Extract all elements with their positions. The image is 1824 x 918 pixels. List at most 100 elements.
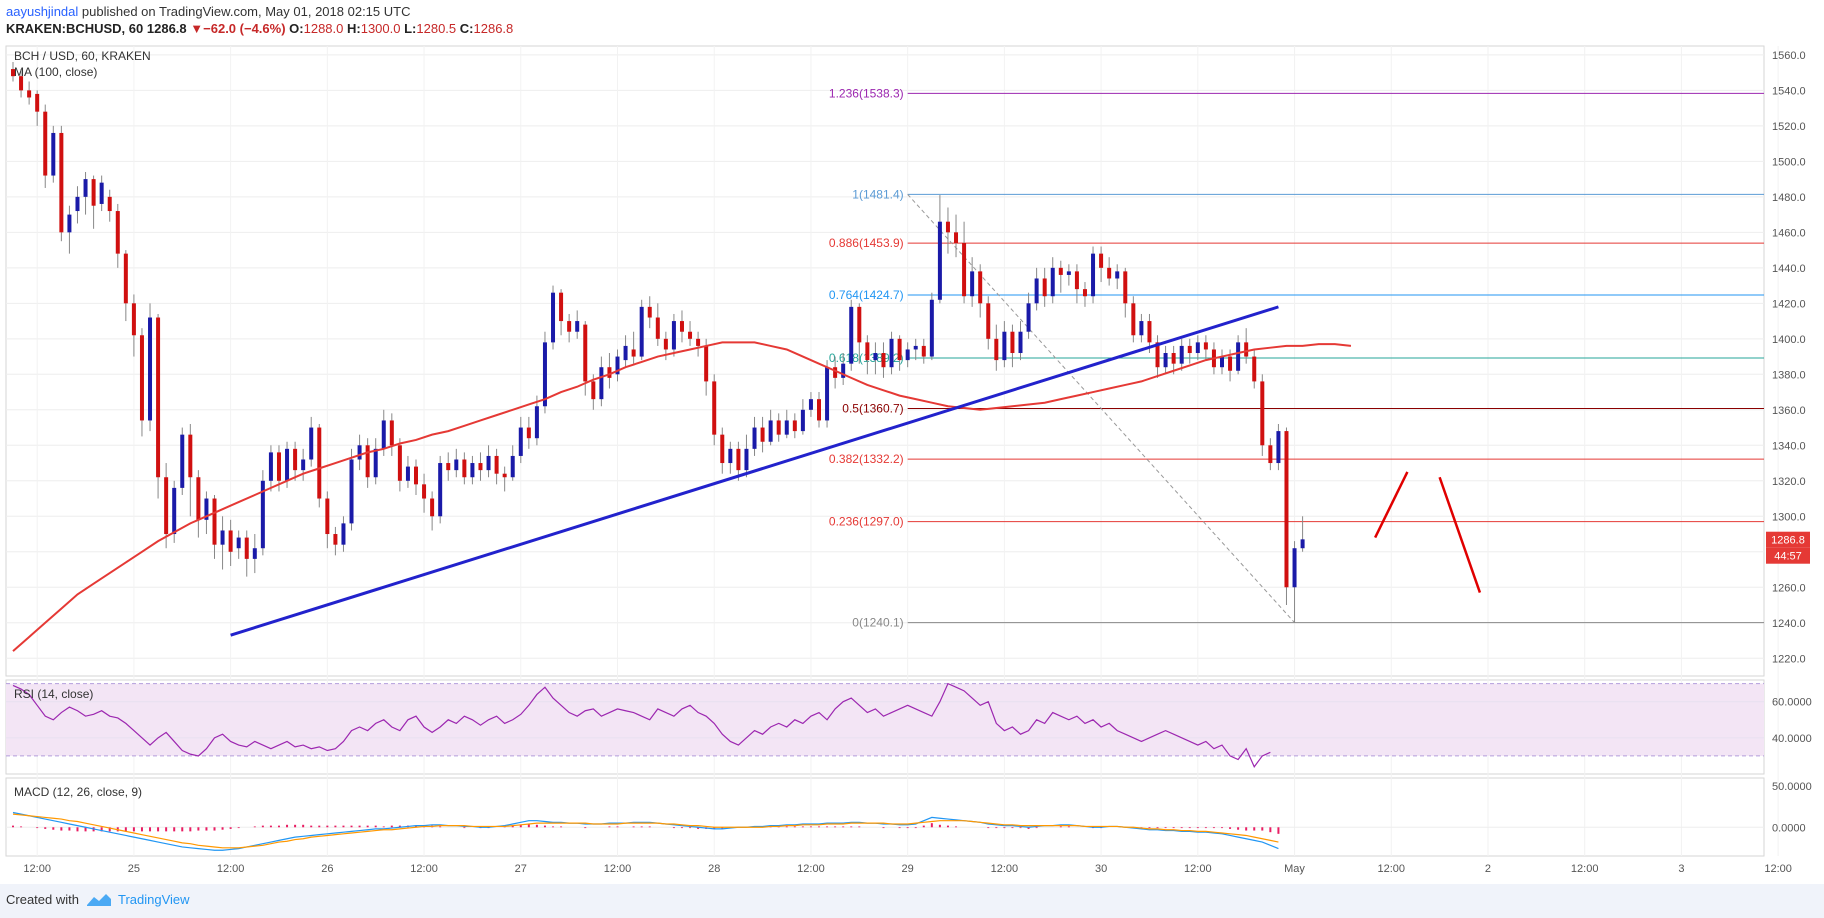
candle-body — [615, 356, 620, 375]
candle-body — [663, 338, 668, 350]
candle-body — [27, 90, 32, 98]
candle-body — [373, 448, 378, 478]
candle-body — [736, 448, 741, 471]
main-pane-frame — [5, 45, 1765, 677]
candle-body — [800, 409, 805, 432]
high-label: H: — [347, 21, 361, 36]
candle-body — [671, 321, 676, 350]
candle-body — [397, 445, 402, 481]
candle-body — [978, 271, 983, 304]
candle-body — [913, 345, 918, 350]
x-tick-label: 12:00 — [797, 863, 825, 875]
candle-body — [1171, 353, 1176, 364]
candle-body — [59, 132, 64, 233]
author-link[interactable]: aayushjindal — [6, 4, 79, 19]
candle-body — [647, 306, 652, 318]
candle-body — [494, 455, 499, 474]
tradingview-brand-link[interactable]: TradingView — [118, 892, 190, 907]
fib-level-label: 0.382(1332.2) — [829, 452, 904, 466]
candle-body — [276, 452, 281, 481]
x-tick-label: May — [1284, 863, 1305, 875]
y-tick-label: 1560.0 — [1772, 50, 1806, 62]
candle-body — [575, 321, 580, 332]
candle-body — [881, 353, 886, 368]
candle-body — [825, 367, 830, 421]
y-tick-label: 1540.0 — [1772, 85, 1806, 97]
fib-level-label: 0.764(1424.7) — [829, 288, 904, 302]
publish-line: aayushjindal published on TradingView.co… — [6, 2, 410, 22]
macd-pane-frame — [5, 777, 1765, 857]
candle-body — [107, 196, 112, 212]
fib-level-label: 0.886(1453.9) — [829, 236, 904, 250]
candle-body — [526, 427, 531, 439]
x-tick-label: 12:00 — [1377, 863, 1405, 875]
candle-body — [405, 466, 410, 481]
y-tick-label: 1400.0 — [1772, 334, 1806, 346]
candle-body — [1099, 253, 1104, 268]
candle-body — [188, 434, 193, 478]
fib-level-label: 0(1240.1) — [852, 616, 903, 630]
open-label: O: — [289, 21, 304, 36]
candle-body — [905, 349, 910, 361]
candle-body — [873, 353, 878, 361]
candle-body — [1034, 278, 1039, 304]
macd-y-tick-label: 0.0000 — [1772, 822, 1806, 834]
y-tick-label: 1320.0 — [1772, 476, 1806, 488]
candle-body — [341, 523, 346, 545]
candle-body — [1002, 331, 1007, 361]
candle-body — [639, 306, 644, 357]
candle-body — [1252, 356, 1257, 382]
candle-body — [921, 345, 926, 357]
candle-body — [11, 69, 15, 77]
macd-y-tick-label: 50.0000 — [1772, 781, 1812, 793]
candle-body — [712, 381, 717, 435]
candle-body — [228, 530, 233, 552]
chart-canvas[interactable]: 1220.01240.01260.01280.01300.01320.01340… — [0, 40, 1824, 884]
candle-body — [349, 459, 354, 524]
candle-body — [688, 331, 693, 339]
candle-body — [808, 399, 813, 410]
candle-body — [1236, 342, 1241, 371]
candle-body — [1292, 548, 1297, 588]
candle-body — [325, 498, 330, 535]
candle-body — [889, 338, 894, 368]
candle-body — [83, 179, 88, 197]
price-change: −62.0 (−4.6%) — [203, 21, 286, 36]
candle-body — [268, 452, 273, 481]
open-value: 1288.0 — [303, 21, 344, 36]
candle-body — [333, 534, 338, 545]
candle-body — [1187, 345, 1192, 354]
x-tick-label: 25 — [128, 863, 140, 875]
candle-body — [196, 477, 201, 520]
candle-body — [180, 434, 185, 488]
candle-body — [139, 335, 144, 421]
candle-body — [865, 342, 870, 361]
macd-legend-label: MACD (12, 26, close, 9) — [14, 785, 142, 799]
ma-legend-label: MA (100, close) — [14, 65, 97, 79]
symbol-label[interactable]: KRAKEN:BCHUSD, 60 — [6, 21, 144, 36]
candle-body — [849, 306, 854, 364]
candle-body — [164, 477, 169, 535]
candle-body — [1026, 303, 1031, 332]
candle-body — [414, 466, 418, 485]
fib-level-label: 1.236(1538.3) — [829, 86, 904, 100]
candle-body — [954, 232, 959, 243]
y-tick-label: 1260.0 — [1772, 582, 1806, 594]
last-price: 1286.8 — [146, 21, 187, 36]
candle-body — [937, 221, 942, 300]
candle-body — [317, 427, 322, 499]
ma-100-line — [12, 341, 1352, 652]
low-value: 1280.5 — [416, 21, 457, 36]
candle-body — [518, 427, 523, 456]
candle-body — [994, 338, 999, 361]
candle-body — [631, 349, 636, 357]
candle-body — [1123, 271, 1128, 304]
candle-body — [792, 420, 797, 432]
candle-body — [583, 324, 588, 382]
last-price-tag-label: 1286.8 — [1771, 535, 1805, 547]
candle-body — [897, 338, 902, 361]
candle-body — [986, 303, 991, 339]
candle-body — [929, 299, 934, 357]
candle-body — [148, 317, 153, 421]
x-tick-label: 26 — [321, 863, 333, 875]
